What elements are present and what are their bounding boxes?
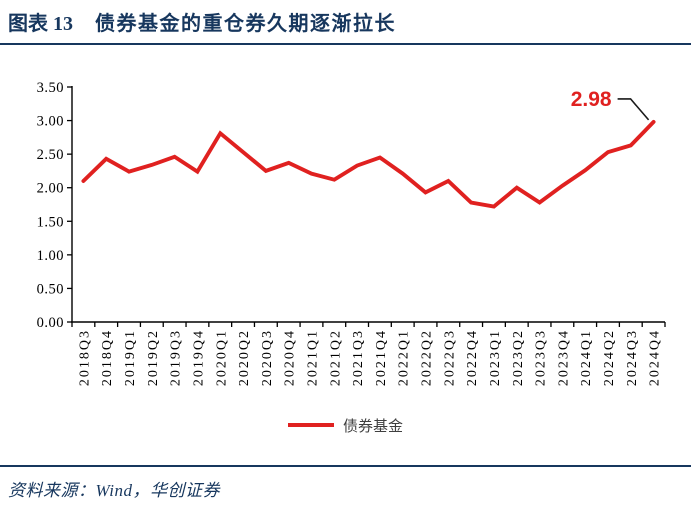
x-tick-label: 2018Q3 [77,329,92,386]
x-tick-label: 2022Q1 [397,329,412,386]
x-tick-label: 2023Q3 [534,329,549,386]
figure-number-label: 图表 13 [8,13,73,35]
y-tick-label: 1.50 [37,214,64,230]
x-tick-label: 2022Q2 [420,329,435,386]
y-tick-label: 2.50 [37,147,64,163]
legend-label: 债券基金 [342,417,403,435]
y-tick-label: 2.00 [37,181,64,197]
x-tick-label: 2024Q4 [648,329,663,386]
x-tick-label: 2024Q1 [579,329,594,386]
x-tick-label: 2021Q1 [305,329,320,386]
x-tick-label: 2020Q4 [283,329,298,386]
x-tick-label: 2021Q4 [374,329,389,386]
x-tick-label: 2018Q4 [100,329,115,386]
x-tick-label: 2020Q2 [237,329,252,386]
chart-area: 0.00 0.50 1.00 1.50 2.00 2.50 3.00 3.50 2018Q3 20… [0,45,691,405]
x-tick-label: 2021Q3 [351,329,366,386]
footer-divider [0,465,691,467]
y-tick-label: 0.00 [37,315,64,331]
figure-title-row: 图表 13 债券基金的重仓券久期逐渐拉长 [0,0,691,36]
annotation-callout-line [617,98,650,121]
x-tick-label: 2023Q2 [511,329,526,386]
x-tick-label: 2019Q2 [146,329,161,386]
annotation-value-label: 2.98 [571,88,612,111]
x-tick-label: 2022Q4 [465,329,480,386]
x-tick-label: 2019Q3 [169,329,184,386]
y-tick-label: 3.00 [37,114,64,130]
x-tick-label: 2024Q2 [602,329,617,386]
y-tick-label: 1.00 [37,248,64,264]
x-tick-label: 2022Q3 [442,329,457,386]
series-line [81,119,656,209]
figure-title: 债券基金的重仓券久期逐渐拉长 [95,13,396,35]
x-tick-label: 2020Q3 [260,329,275,386]
x-tick-label: 2023Q1 [488,329,503,386]
x-tick-label: 2019Q4 [191,329,206,386]
title-divider [0,43,691,45]
x-tick-label: 2019Q1 [123,329,138,386]
y-tick-label: 3.50 [37,80,64,96]
x-tick-label: 2020Q1 [214,329,229,386]
chart-legend: 债券基金 [0,415,691,435]
duration-line-chart: 0.00 0.50 1.00 1.50 2.00 2.50 3.00 3.50 2018Q3 20… [37,80,666,386]
legend-line-swatch [287,423,334,427]
source-note: 资料来源：Wind，华创证券 [8,481,220,500]
y-tick-label: 0.50 [37,281,64,297]
x-tick-label: 2023Q4 [556,329,571,386]
x-tick-label: 2024Q3 [625,329,640,386]
x-tick-label: 2021Q2 [328,329,343,386]
